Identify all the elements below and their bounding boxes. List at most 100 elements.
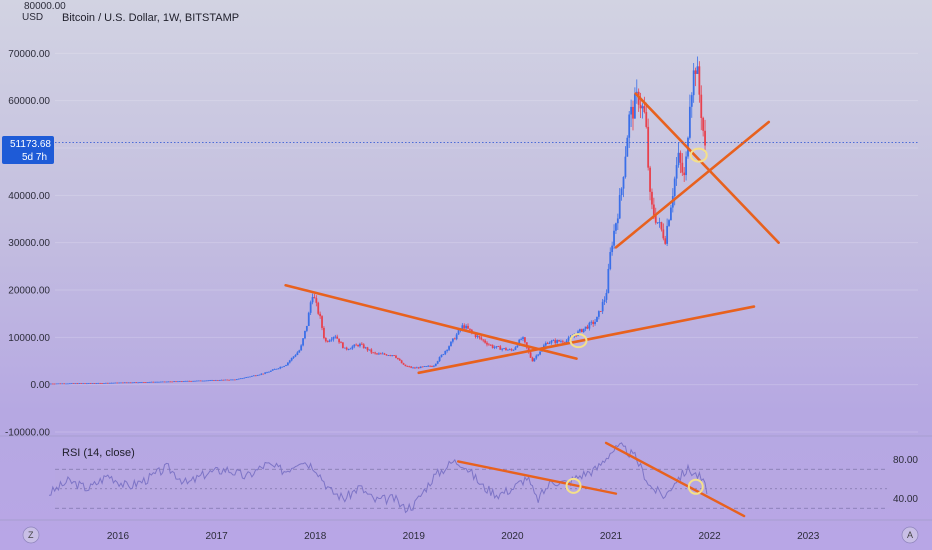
candle-body: [226, 379, 229, 381]
candle-body: [80, 383, 83, 385]
price-candles: [49, 56, 706, 385]
candle-body: [569, 336, 572, 338]
time-axis[interactable]: 2016 2017 2018 2019 2020 2021 2022 2023: [107, 531, 820, 542]
candle-body: [63, 383, 66, 385]
candle-body: [596, 316, 598, 322]
chart-title: Bitcoin / U.S. Dollar, 1W, BITSTAMP: [62, 12, 239, 24]
candle-body: [340, 342, 342, 344]
candle-body: [353, 344, 356, 347]
zoom-button[interactable]: Z: [22, 526, 40, 544]
candle-body: [376, 353, 378, 355]
candle-body: [139, 382, 141, 383]
candle-body: [93, 383, 96, 385]
candle-body: [628, 114, 631, 138]
candle-body: [146, 382, 149, 383]
candle-body: [510, 349, 513, 351]
auto-scale-button[interactable]: A: [901, 526, 919, 544]
candle-body: [235, 379, 238, 381]
candle-body: [125, 382, 128, 384]
price-y-axis[interactable]: -10000.00 0.00 10000.00 20000.00 30000.00 400…: [5, 49, 50, 439]
price-highlights: [569, 147, 708, 349]
candle-body: [285, 365, 287, 366]
candle-body: [110, 382, 113, 384]
candle-body: [61, 383, 64, 385]
candle-body: [668, 220, 670, 226]
candle-body: [385, 354, 388, 356]
candle-body: [194, 380, 196, 382]
candle-body: [372, 352, 375, 354]
candle-body: [704, 130, 706, 146]
candle-body: [679, 152, 682, 163]
candle-body: [533, 358, 536, 362]
candle-body: [195, 380, 198, 382]
candle-body: [611, 245, 614, 253]
rsi-series-line: [48, 442, 708, 514]
candle-body: [478, 336, 481, 338]
candle-body: [292, 356, 295, 358]
price-badge[interactable]: 51173.68 5d 7h: [2, 136, 54, 164]
svg-text:A: A: [907, 530, 913, 540]
candle-body: [84, 383, 86, 385]
candle-body: [315, 298, 318, 303]
candle-body: [482, 339, 485, 341]
candle-body: [404, 364, 407, 367]
candle-body: [59, 383, 62, 385]
candle-body: [142, 382, 145, 383]
candle-body: [389, 355, 392, 357]
candle-body: [432, 365, 435, 367]
candle-body: [427, 365, 430, 367]
candle-body: [68, 383, 71, 385]
candle-body: [309, 302, 312, 313]
candle-body: [529, 352, 532, 358]
candle-body: [279, 366, 282, 369]
candle-body: [186, 380, 189, 382]
candle-body: [402, 363, 405, 365]
candle-body: [177, 381, 179, 383]
candle-body: [277, 368, 280, 370]
candle-body: [381, 353, 384, 355]
candle-body: [395, 355, 397, 358]
rsi-highlights: [565, 477, 704, 495]
candle-body: [421, 366, 424, 368]
rsi-y-axis[interactable]: 80.00 40.00: [893, 455, 918, 505]
candle-body: [546, 343, 549, 344]
price-y-tick-label: 30000.00: [8, 238, 50, 249]
candle-body: [169, 381, 172, 383]
candle-body: [224, 379, 227, 381]
candle-body: [49, 383, 52, 385]
candle-body: [332, 337, 335, 340]
time-axis-tick-label: 2022: [698, 531, 721, 542]
price-badge-countdown: 5d 7h: [22, 152, 47, 163]
candle-body: [192, 380, 194, 382]
candle-body: [567, 337, 570, 341]
candle-body: [552, 340, 555, 342]
candle-body: [544, 343, 547, 346]
price-y-tick-label: 0.00: [31, 380, 51, 391]
candle-body: [108, 382, 111, 384]
candle-body: [298, 350, 301, 353]
candle-body: [271, 369, 274, 371]
candle-body: [65, 383, 67, 385]
candle-body: [213, 380, 215, 381]
candle-body: [474, 333, 477, 337]
candle-body: [514, 347, 517, 350]
candle-body: [412, 367, 414, 369]
candle-body: [651, 191, 653, 205]
candle-body: [387, 355, 390, 357]
candle-body: [683, 172, 686, 176]
candle-body: [597, 311, 600, 317]
candle-body: [406, 366, 409, 367]
candle-body: [419, 366, 422, 369]
candle-body: [467, 325, 469, 329]
price-y-tick-label: 20000.00: [8, 286, 50, 297]
candle-body: [269, 370, 272, 372]
candle-body: [241, 378, 244, 380]
candle-body: [616, 218, 619, 224]
candle-body: [448, 346, 450, 350]
candle-body: [120, 382, 122, 384]
price-highlight-circle: [569, 333, 588, 349]
currency-label: USD: [22, 12, 43, 23]
candle-body: [99, 383, 102, 384]
candle-body: [499, 346, 502, 350]
